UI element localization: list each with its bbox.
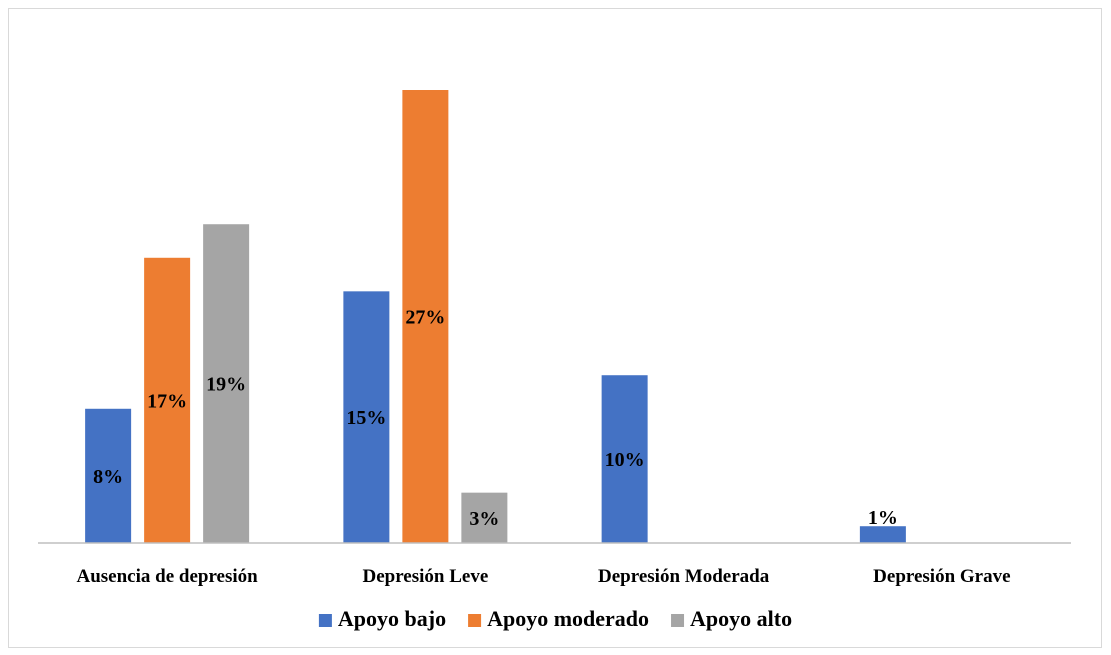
legend-swatch-apoyo-moderado (468, 614, 482, 627)
data-label-apoyo-bajo-depresion-moderada: 10% (605, 449, 645, 471)
legend-item-apoyo-moderado: Apoyo moderado (468, 606, 649, 631)
legend-label-apoyo-alto: Apoyo alto (690, 606, 792, 631)
data-label-apoyo-bajo-depresion-grave: 1% (868, 507, 898, 529)
data-label-apoyo-alto-depresion-leve: 3% (469, 508, 499, 530)
category-label-depresion-leve: Depresión Leve (362, 566, 488, 587)
bar-apoyo-moderado-ausencia-de-depresion (144, 257, 191, 543)
bar-apoyo-bajo-depresion-grave (859, 526, 906, 543)
category-label-depresion-moderada: Depresión Moderada (598, 566, 770, 587)
legend-swatch-apoyo-bajo (318, 614, 332, 627)
bar-apoyo-bajo-depresion-leve (343, 291, 390, 543)
bar-apoyo-alto-ausencia-de-depresion (203, 224, 250, 543)
legend-item-apoyo-alto: Apoyo alto (671, 606, 792, 631)
bar-apoyo-alto-depresion-leve (461, 492, 508, 543)
bars-layer (85, 90, 906, 543)
data-label-apoyo-bajo-depresion-leve: 15% (346, 407, 386, 429)
legend: Apoyo bajo Apoyo moderado Apoyo alto (318, 606, 792, 631)
data-label-apoyo-moderado-depresion-leve: 27% (405, 307, 445, 329)
data-label-apoyo-alto-ausencia-de-depresion: 19% (206, 374, 246, 396)
legend-swatch-apoyo-alto (671, 614, 685, 627)
data-label-apoyo-bajo-ausencia-de-depresion: 8% (93, 466, 123, 488)
legend-label-apoyo-moderado: Apoyo moderado (487, 606, 649, 631)
bar-apoyo-bajo-depresion-moderada (601, 375, 648, 543)
bar-apoyo-moderado-depresion-leve (402, 90, 449, 543)
legend-label-apoyo-bajo: Apoyo bajo (338, 606, 446, 631)
category-labels-layer: Ausencia de depresión Depresión Leve Depre… (77, 566, 1011, 587)
legend-item-apoyo-bajo: Apoyo bajo (318, 606, 446, 631)
category-label-ausencia-de-depresion: Ausencia de depresión (77, 566, 259, 587)
chart-frame (8, 8, 1102, 648)
data-label-apoyo-moderado-ausencia-de-depresion: 17% (147, 390, 187, 412)
bar-apoyo-bajo-ausencia-de-depresion (85, 408, 132, 543)
data-labels-layer: 8% 17% 19% 15% 27% 3% 10% 1% (93, 307, 898, 530)
category-label-depresion-grave: Depresión Grave (873, 566, 1010, 587)
